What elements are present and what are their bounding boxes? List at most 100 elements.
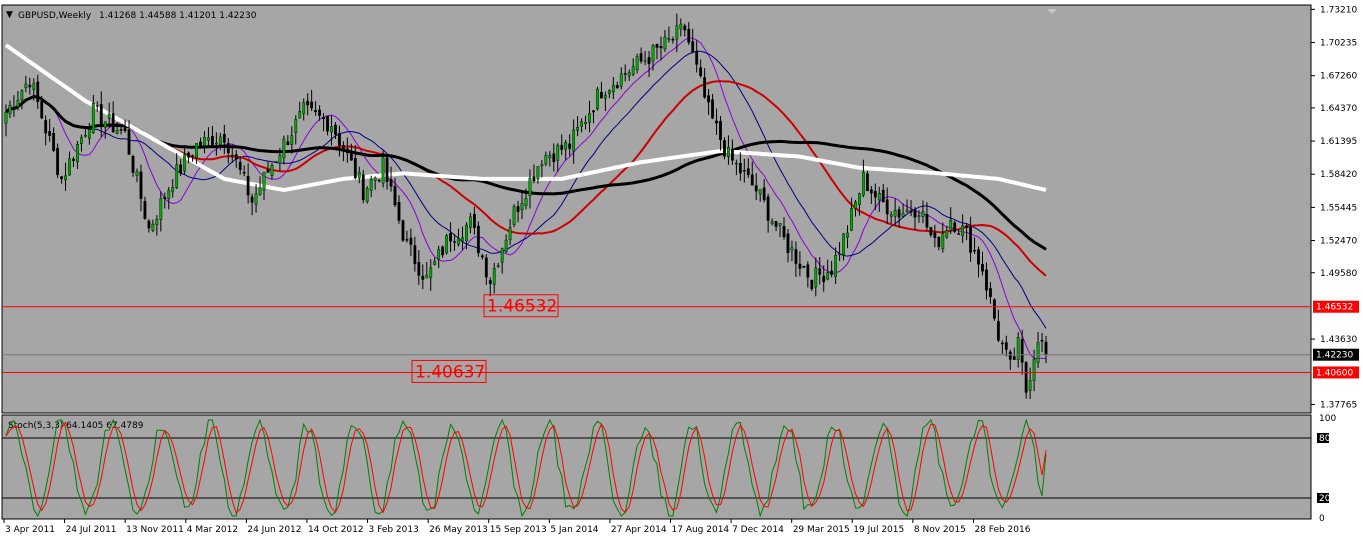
- candle: [992, 299, 996, 319]
- candle: [298, 110, 302, 119]
- candle: [472, 213, 476, 228]
- candle: [246, 176, 250, 196]
- candle: [465, 224, 468, 242]
- candle: [107, 113, 111, 119]
- candle: [1008, 351, 1012, 360]
- level-label: 1.46532: [487, 297, 557, 317]
- candle: [1036, 342, 1040, 363]
- candle: [445, 235, 449, 254]
- candle: [715, 120, 718, 124]
- candle: [115, 130, 119, 134]
- candle: [631, 66, 635, 75]
- candle: [786, 233, 790, 253]
- candle: [183, 154, 187, 172]
- candle: [989, 288, 992, 298]
- candle: [973, 250, 976, 252]
- candle: [1024, 362, 1028, 393]
- candle: [211, 136, 214, 147]
- candle: [778, 223, 782, 226]
- candle: [651, 45, 655, 62]
- candle: [480, 255, 484, 258]
- axis-level-badge: [1313, 366, 1359, 379]
- axis-level-badge-label: 1.40600: [1316, 368, 1353, 378]
- candle: [981, 264, 984, 272]
- candle: [365, 188, 369, 202]
- candle: [1000, 342, 1004, 345]
- candle: [603, 95, 607, 99]
- candle: [214, 142, 218, 145]
- price-panel[interactable]: [1, 4, 1312, 414]
- candle: [854, 201, 857, 209]
- candle: [838, 253, 841, 256]
- date-label: 13 Nov 2011: [126, 525, 184, 535]
- candle: [318, 109, 321, 116]
- candle: [802, 265, 806, 268]
- date-label: 5 Jan 2014: [550, 525, 598, 535]
- candle: [484, 257, 488, 278]
- price-tick-label: 1.58420: [1320, 170, 1357, 180]
- date-label: 24 Jun 2012: [247, 525, 301, 535]
- candle: [12, 107, 16, 109]
- candle: [68, 158, 71, 176]
- level-label-box: [411, 359, 487, 383]
- candle: [810, 279, 814, 290]
- candle: [754, 185, 758, 192]
- stoch-panel[interactable]: [1, 414, 1312, 520]
- candle: [345, 148, 349, 154]
- stoch-signal-line: [5, 421, 1047, 515]
- candle: [564, 142, 568, 150]
- candle: [397, 202, 401, 221]
- candle: [627, 72, 631, 77]
- moving-average-line-1: [5, 37, 1047, 360]
- candle: [734, 162, 738, 165]
- candle: [881, 189, 885, 203]
- date-label: 26 May 2013: [429, 525, 488, 535]
- candle: [349, 151, 353, 161]
- candle: [393, 186, 397, 206]
- date-label: 17 Aug 2014: [672, 525, 730, 535]
- candle: [607, 90, 611, 95]
- candle: [719, 120, 722, 141]
- candle: [512, 206, 516, 225]
- candle: [723, 140, 726, 157]
- candle: [417, 262, 421, 276]
- candle: [1032, 359, 1036, 381]
- date-label: 27 Apr 2014: [611, 525, 667, 535]
- candle: [274, 161, 278, 163]
- candle: [135, 171, 139, 176]
- candle: [865, 173, 869, 192]
- price-tick-label: 1.73210: [1320, 5, 1357, 15]
- current-price-badge: [1313, 348, 1359, 361]
- chart-shift-marker[interactable]: [1047, 9, 1057, 14]
- candle: [159, 198, 163, 220]
- candle: [131, 156, 135, 173]
- candle: [429, 267, 433, 278]
- candle: [655, 44, 659, 48]
- candle: [437, 249, 441, 260]
- candle: [572, 129, 576, 152]
- candle: [671, 39, 675, 41]
- date-label: 24 Jul 2011: [66, 525, 117, 535]
- symbol-dropdown-icon[interactable]: ▼: [6, 10, 13, 20]
- candle: [76, 144, 79, 163]
- candle: [1040, 340, 1044, 342]
- candle: [897, 209, 901, 218]
- stoch-tick-label: 100: [1319, 414, 1336, 424]
- price-tick-label: 1.70235: [1320, 39, 1357, 49]
- candle: [294, 119, 298, 133]
- candle: [24, 83, 28, 88]
- candle: [373, 177, 377, 181]
- candle: [540, 164, 544, 167]
- candle: [949, 219, 953, 231]
- candle: [770, 221, 774, 224]
- candle: [615, 85, 619, 89]
- candle: [488, 280, 492, 284]
- candle: [814, 267, 818, 288]
- candle: [95, 105, 99, 107]
- candle: [977, 249, 980, 265]
- candle: [782, 226, 786, 238]
- candle: [842, 233, 845, 256]
- date-label: 7 Dec 2014: [732, 525, 784, 535]
